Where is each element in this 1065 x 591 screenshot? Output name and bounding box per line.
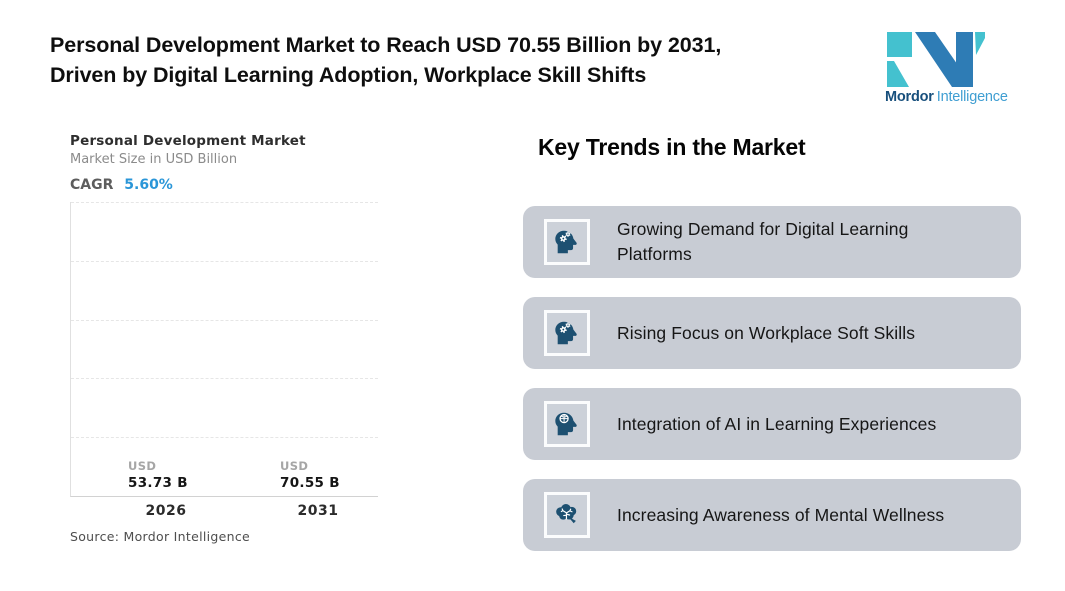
chart-subtitle: Market Size in USD Billion [70,152,238,167]
bar-data-label: USD 70.55 B [280,459,340,491]
brand-name: Mordor Intelligence [885,89,1008,105]
mordor-m-logo-icon [887,32,985,87]
bar-group-2026: USD 53.73 B [128,459,204,496]
gridline [71,260,378,262]
gridline [71,319,378,321]
gridline [71,437,378,439]
brand-logo: Mordor Intelligence [885,32,1008,105]
trend-icon-tile [544,219,590,265]
head-brain-icon [555,412,577,436]
bar-chart-plot-area: USD 53.73 B USD 70.55 B 2026 2031 [70,202,378,519]
bar-value-label: 70.55 B [280,475,340,491]
trend-card: Rising Focus on Workplace Soft Skills [523,297,1021,369]
chart-title: Personal Development Market [70,133,306,149]
head-gears-icon [555,230,577,254]
cagr-value: 5.60% [124,177,173,193]
bar-value-label: 53.73 B [128,475,188,491]
brand-name-bold: Mordor [885,89,934,105]
trends-heading: Key Trends in the Market [538,134,806,160]
chart-source: Source: Mordor Intelligence [70,529,250,544]
brain-icon [556,504,577,524]
page-title: Personal Development Market to Reach USD… [50,31,721,90]
trend-icon-tile [544,310,590,356]
trend-card: Integration of AI in Learning Experience… [523,388,1021,460]
headline-line-2: Driven by Digital Learning Adoption, Wor… [50,62,647,87]
trend-text: Rising Focus on Workplace Soft Skills [617,322,916,343]
head-gears-icon [555,321,577,345]
trend-card: Increasing Awareness of Mental Wellness [523,479,1021,551]
trend-text: Integration of AI in Learning Experience… [617,413,937,434]
gridline [71,378,378,380]
trend-card-list: Growing Demand for Digital Learning Plat… [523,206,1021,551]
trend-card: Growing Demand for Digital Learning Plat… [523,206,1021,278]
trend-icon-tile [544,492,590,538]
bar-data-label: USD 53.73 B [128,459,188,491]
x-axis-label-2026: 2026 [145,503,187,519]
cagr-label: CAGR [70,177,114,193]
x-axis-label-2031: 2031 [297,503,339,519]
brand-name-light: Intelligence [936,89,1008,105]
chart-header: Personal Development Market Market Size … [70,133,306,167]
bar-unit-label: USD [280,459,309,473]
cagr-row: CAGR 5.60% [70,177,173,193]
bar-group-2031: USD 70.55 B [280,459,356,496]
headline-line-1: Personal Development Market to Reach USD… [50,33,722,57]
trend-icon-tile [544,401,590,447]
trend-text: Growing Demand for Digital Learning Plat… [617,219,909,264]
trend-text: Increasing Awareness of Mental Wellness [617,504,945,525]
bar-unit-label: USD [128,459,157,473]
gridline [71,202,378,203]
